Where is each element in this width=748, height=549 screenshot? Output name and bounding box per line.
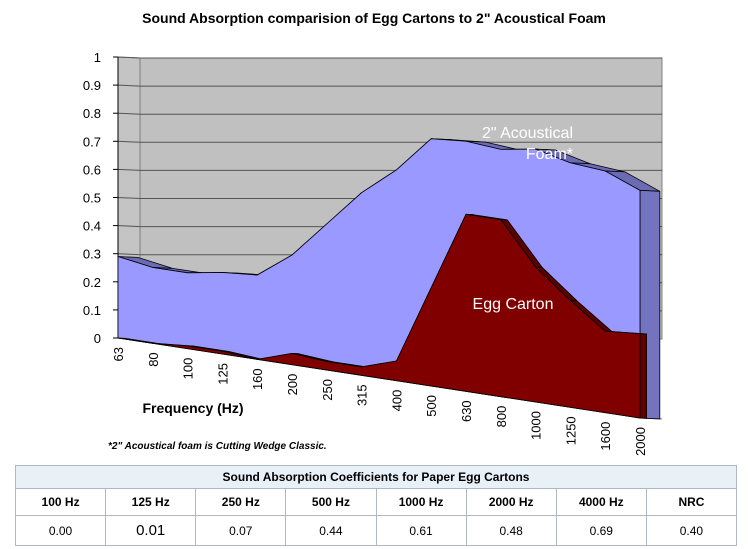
x-tick-label: 1000 xyxy=(529,411,544,440)
table-cell: 0.44 xyxy=(285,515,377,546)
x-tick-label: 100 xyxy=(181,358,196,380)
x-tick-label: 80 xyxy=(146,352,161,366)
y-tick-label: 0.5 xyxy=(83,191,101,206)
table-header-cell: 4000 Hz xyxy=(555,488,647,516)
x-tick-label: 2000 xyxy=(633,427,648,456)
table-cell: 0.01 xyxy=(105,515,197,546)
series-label-line: 2" Acoustical xyxy=(482,125,573,142)
table-header-row: 100 Hz 125 Hz 250 Hz 500 Hz 1000 Hz 2000… xyxy=(14,488,738,516)
x-tick-label: 125 xyxy=(215,363,230,385)
table-cell: 0.69 xyxy=(555,515,647,546)
x-tick-label: 800 xyxy=(494,406,509,428)
y-tick-label: 0.2 xyxy=(83,275,101,290)
table-header-cell: 500 Hz xyxy=(285,488,377,516)
x-tick-label: 160 xyxy=(250,368,265,390)
table-cell: 0.00 xyxy=(14,515,107,546)
series-label-line: Foam* xyxy=(526,146,573,163)
area-end-face xyxy=(639,333,647,419)
x-tick-label: 630 xyxy=(459,400,474,422)
y-tick-label: 0.3 xyxy=(83,247,101,262)
absorption-coefficients-table: Sound Absorption Coefficients for Paper … xyxy=(14,465,738,546)
table-header-cell: NRC xyxy=(645,488,738,516)
table-header-cell: 250 Hz xyxy=(195,488,287,516)
table-row: 0.00 0.01 0.07 0.44 0.61 0.48 0.69 0.40 xyxy=(14,515,738,546)
x-tick-label: 1250 xyxy=(563,416,578,445)
y-tick-label: 0 xyxy=(94,331,101,346)
x-tick-label: 1600 xyxy=(598,422,613,451)
y-tick-label: 0.8 xyxy=(83,106,101,121)
table-header-cell: 2000 Hz xyxy=(465,488,557,516)
y-tick-label: 0.7 xyxy=(83,134,101,149)
chart-title: Sound Absorption comparision of Egg Cart… xyxy=(142,10,606,26)
y-tick-label: 1 xyxy=(94,50,101,65)
y-tick-label: 0.6 xyxy=(83,162,101,177)
gridline xyxy=(117,56,662,59)
table-header-cell: 100 Hz xyxy=(14,488,107,516)
area-chart-3d: Sound Absorption comparision of Egg Cart… xyxy=(83,10,663,456)
x-tick-label: 200 xyxy=(285,374,300,396)
area-front-face xyxy=(117,213,641,419)
y-tick-label: 0.4 xyxy=(83,219,101,234)
table-caption: Sound Absorption Coefficients for Paper … xyxy=(15,465,737,489)
x-tick-label: 315 xyxy=(355,384,370,406)
x-tick-label: 400 xyxy=(389,390,404,412)
gridline xyxy=(117,84,662,87)
table-cell: 0.07 xyxy=(195,515,287,546)
table-cell: 0.61 xyxy=(375,515,467,546)
y-tick-label: 0.1 xyxy=(83,303,101,318)
table-cell: 0.40 xyxy=(645,515,738,546)
x-tick-label: 63 xyxy=(111,347,126,361)
y-tick-label: 0.9 xyxy=(83,78,101,93)
series-1 xyxy=(117,213,647,419)
x-axis-title: Frequency (Hz) xyxy=(142,400,243,416)
x-tick-label: 250 xyxy=(320,379,335,401)
gridline xyxy=(117,112,662,115)
table-header-cell: 125 Hz xyxy=(105,488,197,516)
series-label-foam: 2" Acoustical Foam* xyxy=(482,125,573,163)
chart-footnote: *2" Acoustical foam is Cutting Wedge Cla… xyxy=(108,441,327,452)
series-label-egg-carton: Egg Carton xyxy=(473,296,554,313)
table-cell: 0.48 xyxy=(465,515,557,546)
x-tick-label: 500 xyxy=(424,395,439,417)
table-header-cell: 1000 Hz xyxy=(375,488,467,516)
